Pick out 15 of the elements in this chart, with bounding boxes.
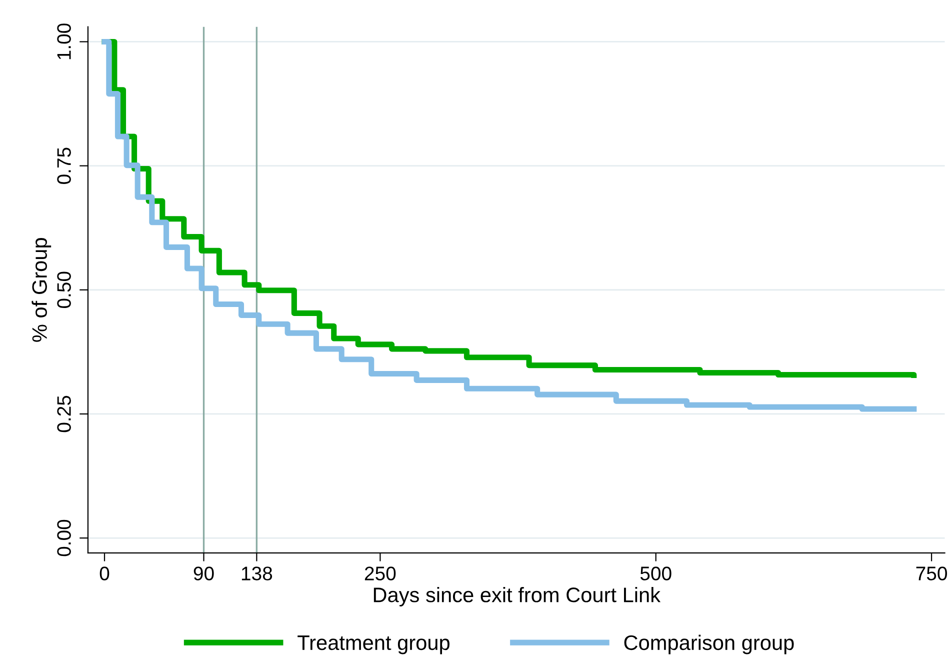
x-tick-label: 138: [242, 566, 272, 580]
x-tick-label: 0: [100, 566, 110, 580]
y-tick-label: 0.50: [57, 272, 71, 308]
x-tick-label: 250: [364, 566, 396, 580]
x-tick-label: 750: [916, 566, 947, 580]
x-tick-label: 500: [640, 566, 672, 580]
y-axis-title: % of Group: [32, 238, 52, 342]
legend-label: Treatment group: [298, 636, 450, 654]
y-tick-label: 0.25: [57, 396, 71, 432]
x-axis-title: Days since exit from Court Link: [374, 587, 661, 606]
y-tick-label: 0.00: [57, 520, 71, 556]
y-tick-label: 0.75: [57, 148, 71, 184]
x-tick-label: 90: [194, 566, 214, 580]
y-tick-label: 1.00: [57, 24, 71, 60]
legend-label: Comparison group: [624, 634, 794, 654]
